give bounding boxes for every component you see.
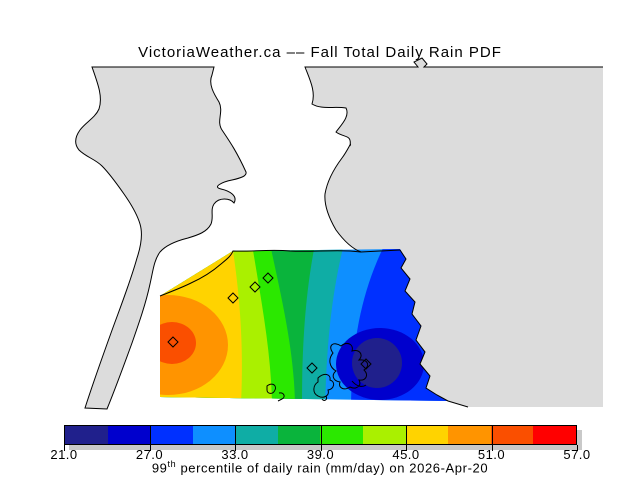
coastline-east-top	[304, 57, 603, 253]
colorbar-tick	[577, 445, 578, 451]
caption-rest: percentile of daily rain (mm/day) on 202…	[176, 460, 489, 476]
station-marker	[262, 272, 274, 284]
station-marker	[249, 281, 261, 293]
islet-outline	[266, 383, 285, 402]
colorbar-tick-label: 33.0	[221, 447, 249, 462]
colorbar-tick-label: 57.0	[563, 447, 591, 462]
station-marker	[167, 336, 179, 348]
colorbar-tick-label: 27.0	[135, 447, 164, 462]
cove-outline	[313, 373, 335, 401]
caption-superscript: th	[167, 459, 177, 469]
colorbar-segment-0	[65, 426, 108, 444]
colorbar-tick	[149, 445, 151, 451]
colorbar-tick	[406, 445, 407, 451]
colorbar-segment-8	[405, 426, 449, 444]
station-marker	[360, 358, 372, 370]
colorbar-segment-9	[448, 426, 491, 444]
band-navy	[352, 338, 402, 388]
colorbar-segment-10	[490, 426, 534, 444]
station-markers	[167, 272, 372, 374]
colorbar-segment-3	[192, 426, 236, 444]
colorbar-separator	[491, 425, 493, 445]
colorbar-segment-11	[533, 426, 576, 444]
colorbar-tick	[491, 445, 493, 451]
station-marker	[306, 362, 318, 374]
harbour-outline	[329, 343, 369, 390]
colorbar-segment-7	[363, 426, 406, 444]
colorbar-tick-label: 39.0	[306, 447, 335, 462]
land-west	[75, 66, 247, 410]
land-east	[305, 58, 603, 407]
colorbar-separator	[406, 425, 407, 445]
colorbar-tick-label: 21.0	[50, 447, 78, 462]
colorbar-tick	[64, 445, 65, 451]
caption-prefix: 99	[151, 460, 168, 476]
page-title: VictoriaWeather.ca –– Fall Total Daily R…	[138, 44, 502, 61]
colorbar-tick-label: 51.0	[477, 447, 506, 462]
colorbar-segment-6	[320, 426, 364, 444]
colorbar-separator	[149, 425, 151, 445]
coastline-inlet-shore	[159, 249, 362, 297]
coastline-east-shore	[399, 249, 469, 408]
colorbar-segment-5	[277, 426, 321, 444]
band-orange-red	[160, 322, 196, 364]
colorbar-segment-4	[235, 426, 278, 444]
colorbar-tick	[235, 445, 236, 451]
colorbar-tick	[320, 445, 322, 451]
colorbar-segment-1	[107, 426, 151, 444]
colorbar-tick-label: 45.0	[392, 447, 420, 462]
colorbar-caption: 99th percentile of daily rain (mm/day) o…	[0, 459, 640, 475]
colorbar-separator	[235, 425, 236, 445]
colorbar-separator	[320, 425, 322, 445]
colorbar-segment-2	[150, 426, 193, 444]
station-marker	[227, 292, 239, 304]
